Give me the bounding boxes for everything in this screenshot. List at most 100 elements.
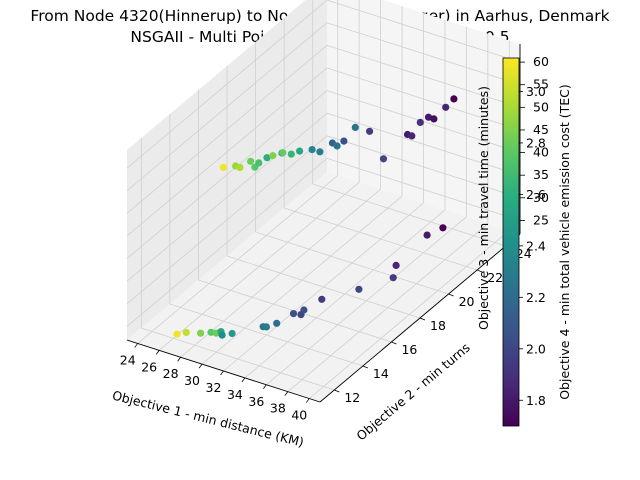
y-tick-mark [391,341,397,345]
colorbar-label: Objective 4 - min total vehicle emission… [557,84,572,400]
grid-line [326,44,521,108]
colorbar-tick-label: 2.4 [526,238,546,253]
y-tick-label: 20 [459,294,475,309]
x-tick-label: 38 [270,401,286,416]
z-tick-label: 35 [533,167,549,182]
grid-line [126,135,328,305]
grid-line [284,207,478,271]
z-tick-label: 60 [533,54,549,69]
data-point [287,150,295,158]
colorbar-tick-label: 2.2 [526,290,546,305]
x-tick-label: 24 [120,352,136,367]
z-axis-label: Objective 3 - min travel time (minutes) [476,86,491,330]
colorbar-tick-label: 2.8 [526,135,546,150]
z-tick-label: 55 [533,77,549,92]
data-point [218,331,226,339]
grid-line [126,22,328,192]
data-point [236,163,244,171]
data-point [351,123,359,131]
data-point [408,132,416,140]
data-point [366,127,374,135]
data-point [207,328,215,336]
y-tick-mark [334,389,340,393]
data-point [439,224,447,232]
data-point [263,154,271,162]
data-point [430,115,438,123]
data-point [355,285,363,293]
colorbar-gradient [502,57,520,427]
x-tick-label: 40 [291,408,307,423]
grid-line [326,67,521,131]
y-tick-label: 16 [401,342,417,357]
data-point [392,261,400,269]
data-point [279,149,287,157]
y-tick-mark [448,293,454,297]
grid-line [141,327,335,391]
colorbar: 1.8 2.0 2.2 2.4 2.6 2.8 3.0 Objective 4 - min … [502,57,572,427]
data-point [416,118,424,126]
z-tick-label: 45 [533,122,549,137]
tick-labels: 24 26 28 30 32 34 36 38 40 12 14 16 18 20 22 24 25 30 35 40… [120,54,549,422]
x-tick-label: 32 [206,380,222,395]
data-point [173,330,181,338]
grid-line [326,135,521,199]
z-tick-label: 50 [533,99,549,114]
data-point [424,113,433,121]
x-tick-mark [305,398,310,403]
grid-line [255,231,449,295]
data-point [333,142,341,150]
data-point [308,146,316,154]
grid-line [169,303,363,367]
x-tick-label: 30 [184,373,200,388]
grid-line [126,45,328,214]
data-point [318,295,326,303]
x-tick-mark [241,377,246,383]
data-points [173,95,458,339]
grid-line [326,0,521,63]
x-tick-label: 28 [163,366,179,381]
x-tick-mark [155,350,160,355]
grid-line [312,183,506,247]
data-point [255,159,263,167]
y-tick-label: 18 [430,318,446,333]
y-tick-mark [476,269,483,273]
z-tick-label: 25 [533,212,549,227]
data-point [300,306,308,314]
x-axis-label: Objective 1 - min distance (KM) [111,388,306,450]
y-tick-label: 22 [487,270,503,285]
y-tick-mark [419,317,426,321]
grid-line [126,90,328,259]
data-point [262,323,270,331]
x-tick-mark [284,391,289,396]
data-point [316,148,324,156]
colorbar-tick-label: 3.0 [526,84,546,99]
data-point [182,328,190,337]
y-tick-label: 12 [344,390,360,405]
colorbar-ticks: 1.8 2.0 2.2 2.4 2.6 2.8 3.0 [519,84,546,408]
grid-line [126,158,328,327]
x-tick-mark [263,384,267,390]
grid-line [326,112,521,176]
x-tick-mark [198,363,203,369]
x-tick-mark [134,343,139,348]
grid-line [126,112,328,282]
data-point [450,95,458,103]
grid-lines [126,0,521,399]
data-point [269,152,277,160]
y-tick-label: 24 [516,246,532,261]
colorbar-tick-label: 1.8 [526,393,546,408]
x-tick-label: 26 [141,359,157,374]
z-tick-label: 40 [533,145,549,160]
data-point [289,310,298,318]
data-point [296,147,304,155]
data-point [389,274,397,282]
data-point [197,329,205,337]
grid-line [326,22,521,86]
colorbar-tick-label: 2.6 [526,187,546,202]
y-tick-mark [362,365,369,369]
data-point [379,155,388,163]
x-tick-mark [220,370,224,376]
data-point [247,157,255,165]
data-point [340,137,348,145]
